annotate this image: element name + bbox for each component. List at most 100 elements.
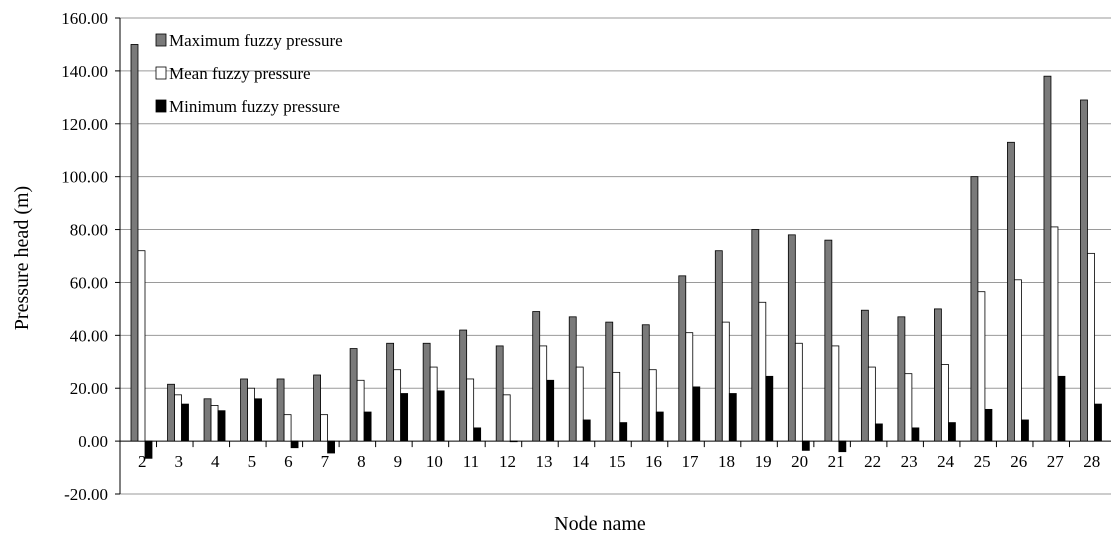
x-tick-label: 13 (535, 452, 552, 471)
bar-mean-4 (210, 405, 219, 442)
bar-mean-12 (502, 394, 511, 442)
bar-mean-6 (283, 414, 292, 442)
bar-min-16 (655, 411, 664, 442)
x-tick-label: 21 (828, 452, 845, 471)
x-tick-label: 5 (248, 452, 257, 471)
bar-max-24 (934, 308, 942, 442)
bar-mean-7 (320, 414, 328, 442)
x-tick-label: 23 (901, 452, 918, 471)
bar-min-18 (728, 393, 737, 442)
bar-mean-11 (466, 378, 475, 442)
bar-mean-13 (539, 345, 548, 442)
bar-mean-17 (685, 332, 694, 442)
bar-mean-8 (356, 379, 365, 442)
bar-max-14 (568, 316, 577, 442)
y-tick-label: 100.00 (61, 168, 108, 187)
y-tick-label: 80.00 (70, 221, 108, 240)
bar-max-6 (276, 378, 285, 442)
bar-max-28 (1080, 99, 1088, 442)
x-tick-label: 2 (138, 452, 147, 471)
y-tick-label: 60.00 (70, 273, 108, 292)
bar-max-8 (349, 348, 358, 442)
bar-mean-18 (721, 321, 730, 442)
bar-min-22 (874, 423, 883, 442)
bar-min-15 (619, 422, 628, 442)
bar-min-9 (400, 393, 409, 442)
bar-mean-16 (648, 369, 657, 442)
x-tick-label: 18 (718, 452, 735, 471)
x-tick-label: 11 (463, 452, 479, 471)
bar-min-28 (1094, 403, 1102, 442)
bar-min-19 (765, 375, 774, 442)
y-axis-label: Pressure head (m) (11, 186, 33, 330)
x-tick-label: 28 (1083, 452, 1100, 471)
bar-mean-24 (941, 364, 949, 442)
gridlines (120, 17, 1111, 495)
bar-min-13 (546, 379, 555, 442)
x-axis-label: Node name (554, 513, 646, 535)
bar-min-2 (144, 440, 153, 459)
bar-max-9 (386, 342, 395, 442)
y-tick-label: 160.00 (61, 9, 108, 28)
bar-max-12 (495, 345, 504, 442)
bars (130, 44, 1102, 459)
x-tick-label: 16 (645, 452, 662, 471)
bar-max-13 (532, 311, 541, 442)
bar-max-10 (422, 342, 431, 442)
bar-max-2 (130, 44, 139, 442)
bar-mean-10 (429, 366, 438, 442)
bar-max-7 (313, 374, 321, 442)
legend-label: Maximum fuzzy pressure (169, 31, 343, 50)
x-tick-label: 9 (394, 452, 403, 471)
bar-min-27 (1057, 375, 1066, 442)
bar-min-21 (838, 440, 847, 453)
bar-min-23 (911, 427, 920, 442)
legend-swatch (155, 99, 167, 113)
bar-min-14 (582, 419, 591, 442)
legend-label: Mean fuzzy pressure (169, 64, 311, 83)
bar-mean-15 (612, 371, 621, 442)
bar-min-10 (436, 390, 445, 442)
x-tick-label: 8 (357, 452, 366, 471)
bar-max-21 (824, 239, 833, 442)
x-tick-label: 22 (864, 452, 881, 471)
y-tick-label: 140.00 (61, 62, 108, 81)
bar-mean-20 (794, 342, 803, 442)
bar-max-19 (751, 229, 760, 442)
legend-label: Minimum fuzzy pressure (169, 97, 340, 116)
legend-swatch (155, 66, 167, 80)
y-tick-label: -20.00 (64, 485, 108, 504)
bar-max-18 (714, 250, 723, 442)
bar-mean-3 (174, 394, 182, 442)
legend: Maximum fuzzy pressure Mean fuzzy pressur… (155, 31, 343, 116)
bar-mean-14 (575, 366, 584, 442)
bar-min-25 (984, 408, 993, 442)
bar-mean-5 (247, 387, 255, 442)
bar-max-16 (641, 324, 650, 442)
x-tick-label: 19 (755, 452, 772, 471)
bar-min-8 (363, 411, 372, 442)
bar-min-5 (254, 398, 262, 442)
bar-mean-22 (867, 366, 876, 442)
x-tick-label: 20 (791, 452, 808, 471)
x-tick-label: 14 (572, 452, 590, 471)
x-tick-labels: 2 3 4 5 6 7 8 9 10 11 12 13 14 15 16 17 18 19 20 21 22 23 24 25… (138, 452, 1100, 471)
bar-max-25 (970, 176, 979, 442)
bar-min-12 (509, 440, 518, 443)
bar-mean-25 (977, 291, 986, 442)
bar-min-7 (327, 440, 335, 454)
bar-mean-23 (904, 373, 913, 442)
bar-min-26 (1021, 419, 1029, 442)
y-tick-label: 40.00 (70, 326, 108, 345)
x-tick-label: 12 (499, 452, 516, 471)
bar-max-26 (1007, 141, 1015, 442)
bar-max-22 (860, 309, 869, 442)
bar-mean-28 (1087, 252, 1095, 442)
bar-max-3 (167, 383, 175, 442)
bar-mean-27 (1050, 226, 1059, 442)
bar-mean-19 (758, 301, 767, 442)
bar-max-4 (203, 398, 212, 442)
bar-min-20 (801, 440, 810, 451)
y-tick-label: 120.00 (61, 115, 108, 134)
x-tick-label: 6 (284, 452, 293, 471)
